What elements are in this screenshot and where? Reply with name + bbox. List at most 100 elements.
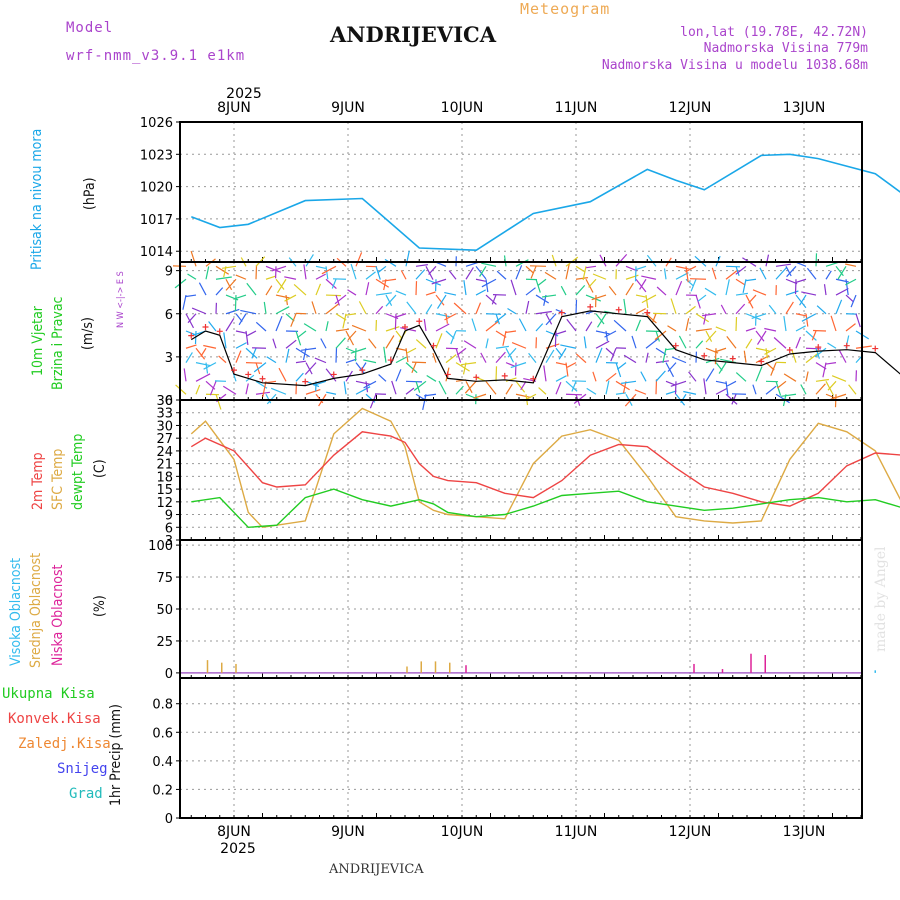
wind-arrow [735,316,738,332]
wind-arrow [566,318,577,332]
wind-arrow [631,335,637,349]
wind-arrow [385,294,397,307]
wind-arrow [428,265,437,275]
wind-arrow [835,265,844,277]
wind-arrow [284,276,297,280]
y-tick-label: 0 [165,667,173,682]
wind-arrow [305,362,313,375]
wind-arrow [752,384,757,395]
wind-arrow [325,303,339,315]
wind-arrow [685,318,690,332]
y-tick-label: 36 [156,394,173,409]
wind-gust-marker [188,332,195,339]
wind-arrow [350,347,367,354]
wind-arrow [436,294,447,309]
wind-arrow [518,318,527,332]
wind-arrow [800,384,807,395]
wind-arrow [825,393,836,399]
wind-arrow [235,350,242,363]
wind-arrow [575,265,586,273]
wind-arrow [555,381,562,395]
wind-arrow [285,348,290,363]
wind-arrow [806,267,817,280]
wind-gust-marker [430,342,437,349]
wind-arrow [565,393,583,396]
wind-arrow [209,381,217,396]
wind-gust-marker [701,352,708,359]
wind-gust-marker [387,357,394,364]
year-label-top: 2025 [226,86,262,102]
wind-arrow [406,301,417,315]
wind-arrow [742,279,747,294]
wind-arrow [491,294,497,305]
wind-arrow [363,380,377,389]
wind-arrow [683,390,697,395]
station-title: ANDRIJEVICA [330,22,497,47]
year-label-bottom: 2025 [220,841,256,857]
wind-arrow [726,380,737,387]
wind-arrow [575,353,587,364]
wind-arrow [495,313,500,325]
wind-arrow [595,313,605,325]
wind-arrow [735,278,746,286]
wind-arrow [405,380,423,383]
wind-arrow [855,345,872,349]
wind-arrow [823,284,827,296]
y-tick-label: 1014 [140,245,173,260]
wind-arrow [485,279,489,293]
wind-arrow [775,381,782,396]
wind-arrow [805,352,819,364]
wind-arrow [245,362,263,364]
wind-arrow [816,305,827,315]
wind-arrow [715,380,727,385]
wind-arrow [265,265,282,273]
wind-arrow [735,292,748,296]
wind-gust-marker [473,374,480,381]
y-tick-label: 0.8 [152,698,173,713]
wind-arrow [432,352,437,363]
dewpoint-line [191,488,900,529]
wind-arrow [463,340,477,349]
wind-arrow [726,336,737,349]
wind-arrow [735,372,747,382]
wind-arrow [735,303,746,315]
wind-arrow [745,327,756,332]
wind-arrow [303,264,307,280]
wind-arrow [815,253,818,267]
wind-gust-marker [872,345,879,352]
wind-arrow [195,373,211,382]
wind-arrow [222,385,237,395]
wind-arrow [663,268,667,280]
wind-arrow [705,330,717,343]
wind-arrow [215,276,232,280]
wind-arrow [827,380,837,391]
wind-arrow [235,313,243,322]
wind-gust-marker [302,378,309,385]
wind-arrow [765,385,777,395]
wind-arrow [378,374,387,382]
wind-arrow [720,304,727,315]
wind-arrow [285,339,297,349]
wind-arrow [325,278,337,290]
wind-gust-marker [729,355,736,362]
wind-arrow [655,360,669,364]
wind-arrow [375,292,392,296]
wind-arrow [423,319,427,332]
wind-arrow [608,286,617,296]
wind-arrow [535,310,552,315]
wind-arrow [325,294,342,297]
wind-arrow [355,362,366,375]
wind-arrow [185,352,193,363]
wind-arrow [565,263,570,280]
y-tick-label: 3 [165,534,173,549]
wind-arrow [822,362,827,378]
wind-arrow [525,265,534,274]
wind-arrow [363,359,377,364]
wind-arrow [203,344,217,349]
wind-arrow [845,294,854,303]
wind-arrow [375,266,381,280]
wind-arrow [278,367,287,382]
date-label-top: 10JUN [441,100,484,116]
wind-arrow [585,321,593,332]
